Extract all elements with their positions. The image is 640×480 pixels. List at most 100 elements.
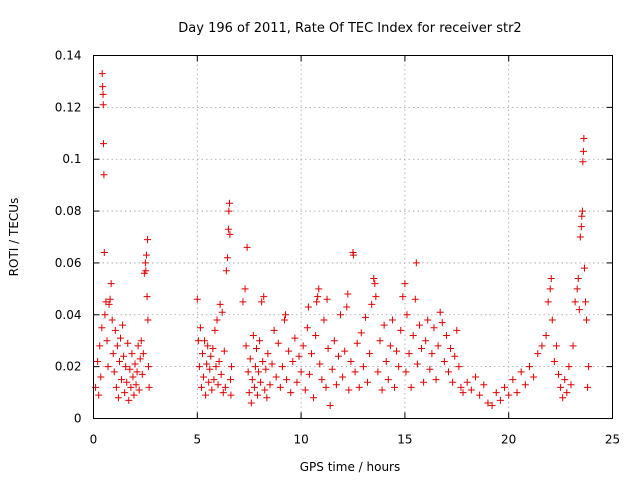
grid-lines [93, 55, 613, 419]
data-point [126, 365, 134, 373]
data-point [345, 386, 353, 394]
data-point [395, 363, 403, 371]
data-point [426, 365, 434, 373]
y-tick-label: 0.12 [55, 100, 82, 114]
data-point [584, 383, 592, 391]
x-axis-label: GPS time / hours [300, 460, 401, 474]
data-point [99, 101, 107, 109]
data-point [124, 339, 132, 347]
data-point [197, 383, 205, 391]
data-point [143, 236, 151, 244]
data-point [449, 378, 457, 386]
data-point [534, 350, 542, 358]
data-point [98, 70, 106, 78]
data-point [145, 363, 153, 371]
chart-title: Day 196 of 2011, Rate Of TEC Index for r… [178, 21, 521, 36]
data-point [440, 357, 448, 365]
data-point [204, 342, 212, 350]
data-point [557, 383, 565, 391]
data-point [291, 334, 299, 342]
data-point [220, 347, 228, 355]
data-point [413, 360, 421, 368]
data-point [401, 280, 409, 288]
data-point [243, 243, 251, 251]
data-point [263, 394, 271, 402]
data-point [108, 316, 116, 324]
data-point [569, 342, 577, 350]
data-point [444, 368, 452, 376]
data-point [196, 324, 204, 332]
data-point [258, 298, 266, 306]
data-point [246, 355, 254, 363]
data-point [100, 249, 108, 257]
data-point [239, 298, 247, 306]
data-point [453, 326, 461, 334]
data-point [382, 357, 390, 365]
data-point [206, 365, 214, 373]
data-point [227, 376, 235, 384]
data-point [101, 311, 109, 319]
data-point [130, 391, 138, 399]
data-point [563, 389, 571, 397]
data-point [107, 280, 115, 288]
x-tick-label: 20 [501, 433, 516, 447]
data-point [260, 293, 268, 301]
data-point [105, 300, 113, 308]
data-point [323, 295, 331, 303]
data-point [259, 357, 267, 365]
data-point [326, 402, 334, 410]
data-point [451, 352, 459, 360]
x-tick-label: 10 [293, 433, 308, 447]
data-point [207, 352, 215, 360]
data-point [200, 373, 208, 381]
data-point [577, 223, 585, 231]
data-point [436, 308, 444, 316]
data-point [397, 326, 405, 334]
data-point [571, 298, 579, 306]
data-point [137, 337, 145, 345]
data-point [210, 376, 218, 384]
data-point [409, 332, 417, 340]
data-point [411, 295, 419, 303]
data-point [341, 347, 349, 355]
data-point [347, 357, 355, 365]
data-point [447, 344, 455, 352]
data-point [120, 352, 128, 360]
data-point [94, 357, 102, 365]
data-point [228, 363, 236, 371]
data-point [252, 344, 260, 352]
data-point [215, 357, 223, 365]
data-point [132, 381, 140, 389]
data-point [244, 368, 252, 376]
data-point [142, 251, 150, 259]
data-point [128, 350, 136, 358]
data-point [420, 378, 428, 386]
data-point [438, 319, 446, 327]
data-point [324, 344, 332, 352]
data-point [122, 363, 130, 371]
data-point [211, 326, 219, 334]
data-point [320, 316, 328, 324]
data-point [542, 332, 550, 340]
data-point [388, 316, 396, 324]
data-point [509, 376, 517, 384]
data-point [136, 355, 144, 363]
data-point [496, 396, 504, 404]
y-tick-label: 0.14 [55, 49, 82, 63]
data-point [119, 321, 127, 329]
data-point [251, 363, 259, 371]
data-point [402, 368, 410, 376]
data-point [127, 383, 135, 391]
y-tick-label: 0 [74, 412, 82, 426]
data-point [361, 313, 369, 321]
data-point [303, 324, 311, 332]
data-point [274, 339, 282, 347]
data-point [278, 363, 286, 371]
data-point [525, 363, 533, 371]
data-point [424, 316, 432, 324]
data-point [297, 368, 305, 376]
data-point [313, 298, 321, 306]
data-point [415, 321, 423, 329]
data-point [283, 376, 291, 384]
data-point [289, 357, 297, 365]
